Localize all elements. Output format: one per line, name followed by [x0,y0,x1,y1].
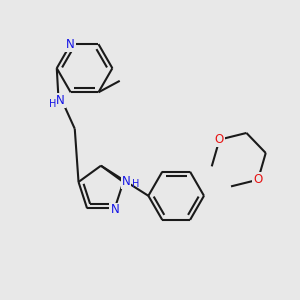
Text: N: N [56,94,65,107]
Text: O: O [215,133,224,146]
Text: N: N [110,203,119,217]
Text: H: H [132,178,139,189]
Text: O: O [254,173,262,186]
Text: H: H [49,99,56,109]
Text: N: N [122,176,130,188]
Text: N: N [66,38,75,51]
